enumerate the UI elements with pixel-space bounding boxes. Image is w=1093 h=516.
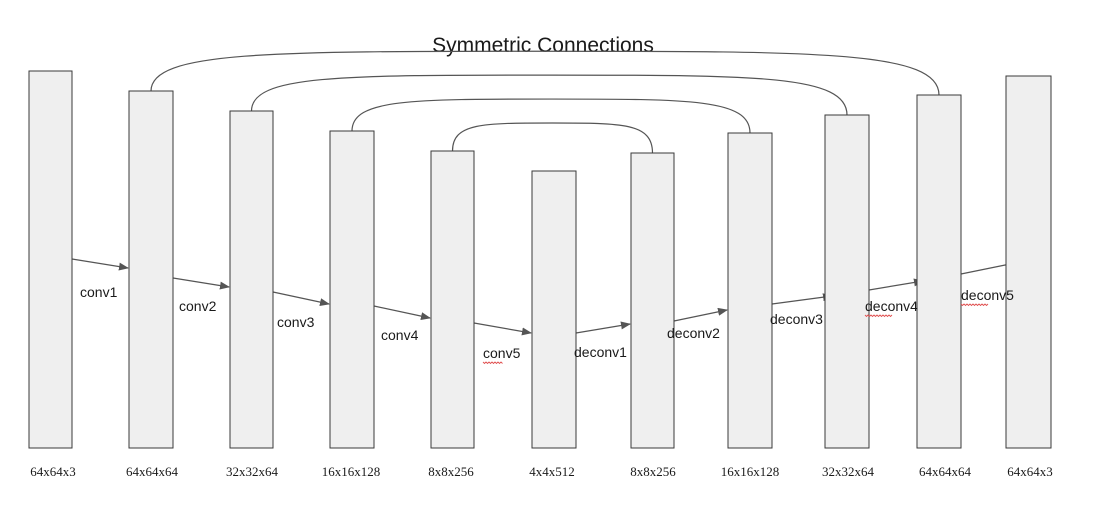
layer-size-label: 64x64x64 [919,464,972,479]
layer-box [128,90,174,449]
operation-label: conv4 [381,327,419,343]
layer-box [430,150,475,449]
operation-arrow [172,277,230,290]
operation-arrow [373,305,431,321]
layer-size-labels: 64x64x3 64x64x64 32x32x64 16x16x128 8x8x256 4… [30,464,1053,479]
layer-size-label: 8x8x256 [630,464,676,479]
operation-label: deconv1 [574,344,627,360]
operation-label: conv3 [277,314,315,330]
operation-arrow [575,321,631,334]
operation-label: conv2 [179,298,217,314]
layer-box [229,110,274,449]
operation-label: deconv3 [770,311,823,327]
layer-size-label: 32x32x64 [226,464,279,479]
layer-size-label: 64x64x3 [30,464,76,479]
operation-label: deconv4 [865,298,918,314]
operation-label: deconv5 [961,287,1014,303]
operation-arrow [673,307,728,322]
operation-arrow [473,322,532,336]
skip-connection-arc [451,122,654,154]
layer-size-label: 32x32x64 [822,464,875,479]
spellcheck-underline [864,314,893,318]
operation-arrow [272,291,330,307]
operation-label: deconv2 [667,325,720,341]
layer-size-label: 16x16x128 [322,464,381,479]
operation-arrow [868,278,924,291]
layer-box [28,70,73,449]
skip-connection-arc [150,50,940,96]
operation-labels: conv1 conv2 conv3 conv4 conv5 deconv1 deconv2 d… [80,284,1014,365]
operation-arrow [71,258,129,271]
layer-box [329,130,375,449]
layer-size-label: 64x64x64 [126,464,179,479]
layer-size-label: 4x4x512 [529,464,575,479]
layer-size-label: 64x64x3 [1007,464,1053,479]
spellcheck-underline [960,303,989,307]
layer-boxes [28,70,1052,449]
layer-box [531,170,577,449]
operation-label: conv5 [483,345,521,361]
skip-connection-arc [250,74,848,116]
layer-size-label: 8x8x256 [428,464,474,479]
layer-box [824,114,870,449]
skip-connection-arcs [150,50,940,154]
operation-label: conv1 [80,284,118,300]
layer-box [727,132,773,449]
layer-box [630,152,675,449]
layer-box [1005,75,1052,449]
operation-arrow [771,293,833,305]
layer-size-label: 16x16x128 [721,464,780,479]
diagram-title: Symmetric Connections [432,34,654,57]
skip-connection-arc [351,98,751,134]
spellcheck-underline [482,361,503,365]
layer-box [916,94,962,449]
